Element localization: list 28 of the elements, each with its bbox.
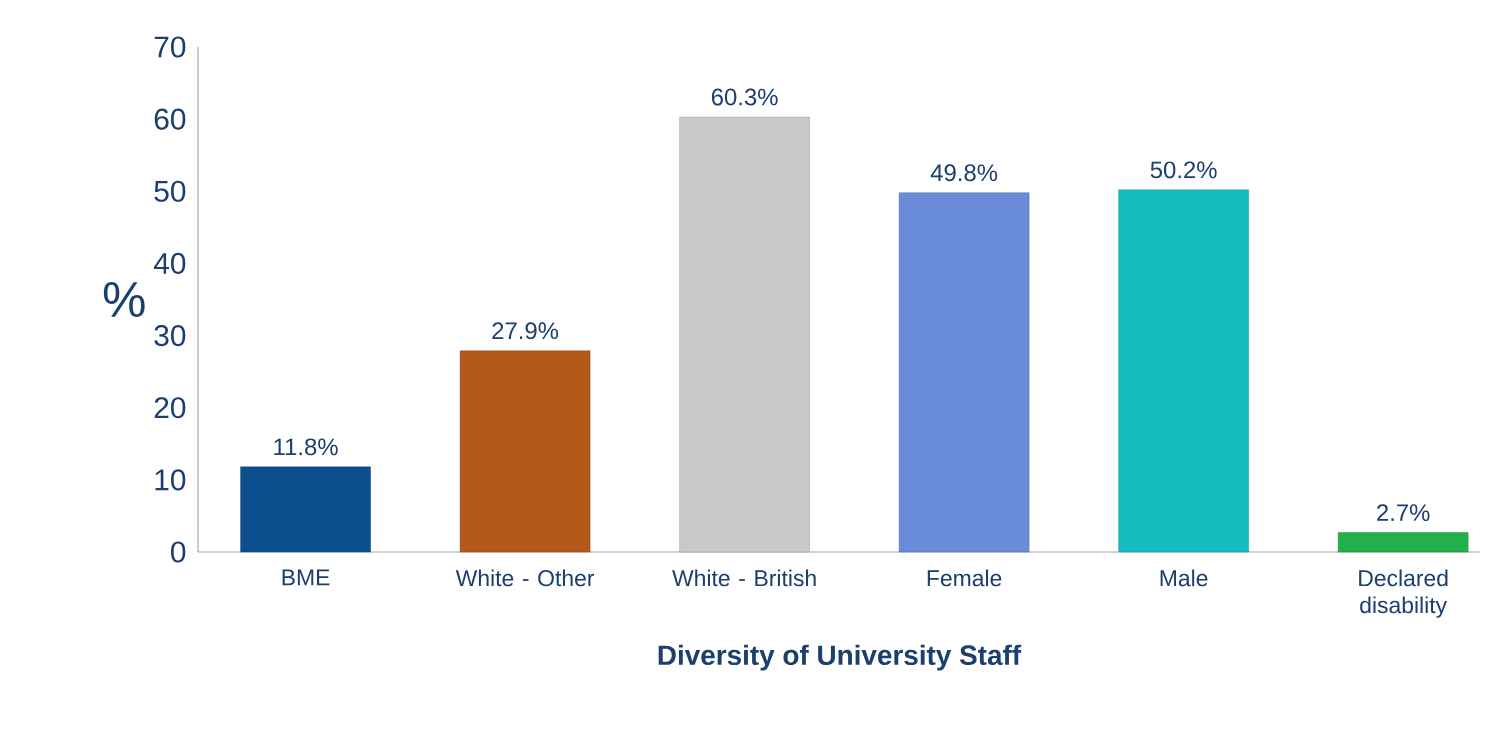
data-label: 50.2% — [1150, 161, 1217, 179]
bar — [1337, 532, 1469, 553]
y-tick-label: 30 — [154, 324, 186, 347]
bar — [679, 116, 810, 553]
y-tick-label: 50 — [154, 180, 186, 202]
data-label: 49.8% — [930, 164, 998, 182]
x-axis-title: Diversity of University Staff — [658, 644, 1022, 671]
y-tick-label: 70 — [154, 36, 186, 58]
bar — [459, 350, 591, 553]
bar — [240, 466, 371, 553]
x-tick-label: BME — [282, 569, 330, 586]
x-tick-label: White - Other — [455, 569, 595, 587]
bar — [1118, 189, 1249, 553]
x-tick-label: Female — [927, 569, 1002, 587]
y-tick-label: 10 — [155, 469, 186, 491]
data-label: 27.9% — [492, 322, 559, 340]
y-axis-title: % — [103, 282, 145, 317]
x-tick-label: Declared disability — [1359, 569, 1448, 618]
bar — [898, 192, 1030, 553]
x-tick-label: White - British — [672, 569, 816, 587]
y-tick-label: 0 — [171, 541, 186, 563]
y-tick-label: 40 — [153, 252, 186, 275]
y-tick-label: 60 — [154, 108, 186, 130]
data-label: 60.3% — [711, 88, 778, 106]
data-label: 2.7% — [1377, 504, 1430, 521]
y-tick-label: 20 — [154, 397, 186, 419]
x-tick-label: Male — [1160, 569, 1208, 587]
data-label: 11.8% — [274, 438, 338, 456]
